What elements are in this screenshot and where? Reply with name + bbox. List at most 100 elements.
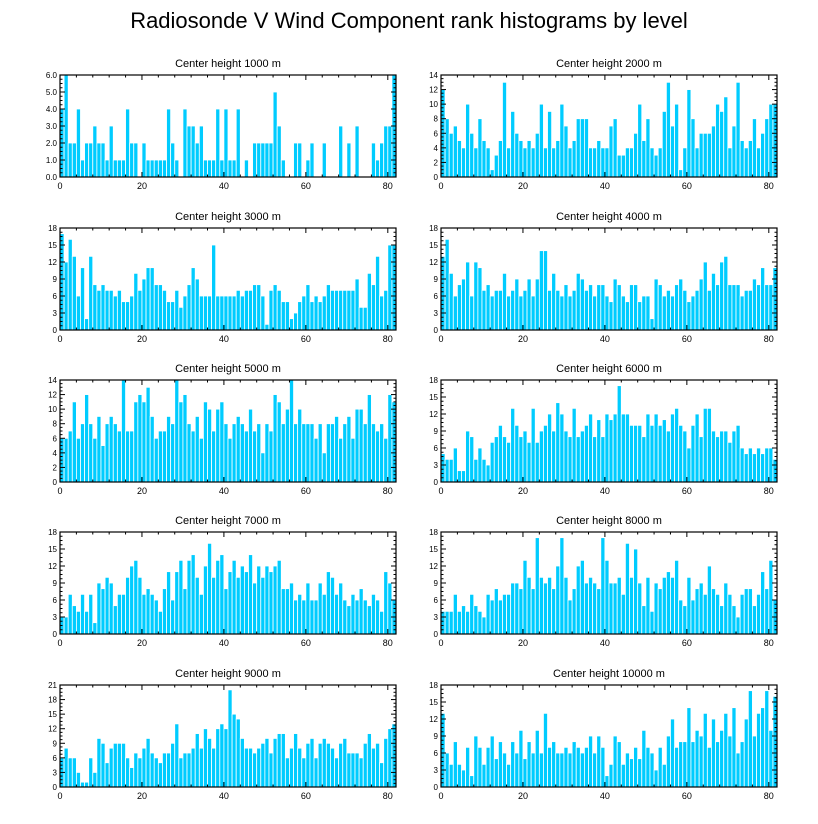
histogram-bar bbox=[248, 289, 253, 331]
histogram-bar bbox=[153, 159, 159, 178]
histogram-bar bbox=[477, 118, 483, 178]
histogram-bar bbox=[690, 424, 696, 483]
histogram-bar bbox=[309, 738, 315, 788]
histogram-bar bbox=[174, 289, 180, 331]
histogram-bar bbox=[248, 554, 253, 635]
histogram-bar bbox=[674, 407, 680, 483]
histogram-bar bbox=[366, 394, 372, 483]
histogram-bar bbox=[153, 437, 159, 483]
histogram-bar bbox=[116, 430, 122, 483]
histogram-bar bbox=[67, 593, 73, 635]
histogram-bar bbox=[747, 588, 753, 635]
panel-title: Center height 8000 m bbox=[556, 515, 662, 527]
histogram-bar bbox=[354, 752, 360, 788]
x-tick-label: 60 bbox=[682, 486, 692, 496]
histogram-bar bbox=[756, 593, 762, 635]
histogram-bar bbox=[207, 542, 213, 635]
histogram-bar bbox=[682, 605, 688, 635]
histogram-bar bbox=[522, 147, 528, 178]
histogram-bar bbox=[502, 272, 507, 331]
histogram-bar bbox=[637, 582, 643, 635]
histogram-bar bbox=[166, 571, 172, 635]
histogram-bar bbox=[239, 423, 245, 483]
histogram-bar bbox=[747, 140, 753, 178]
histogram-bar bbox=[80, 781, 85, 788]
x-tick-label: 60 bbox=[301, 791, 311, 801]
y-tick-label: 18 bbox=[429, 681, 438, 690]
histogram-bar bbox=[334, 593, 340, 635]
histogram-bar bbox=[608, 582, 614, 635]
histogram-bar bbox=[682, 430, 688, 483]
x-tick-label: 20 bbox=[137, 181, 147, 191]
histogram-bar bbox=[297, 747, 303, 788]
histogram-bar bbox=[366, 272, 372, 331]
histogram-bar bbox=[608, 301, 614, 331]
histogram-bar bbox=[629, 284, 634, 331]
histogram-panel-1: Center height 1000 m 0.0 1.0 2.0 3.0 4.0 5.0 6.… bbox=[46, 58, 397, 191]
histogram-bar bbox=[178, 757, 184, 788]
histogram-bar bbox=[661, 419, 667, 483]
histogram-panel-10: Center height 10000 m 0 3 6 9 12 15 18 0 20 40 60 80 bbox=[429, 668, 778, 801]
histogram-bar bbox=[641, 436, 647, 483]
histogram-bar bbox=[92, 622, 98, 635]
histogram-bar bbox=[141, 278, 147, 331]
histogram-bar bbox=[325, 284, 331, 331]
histogram-bar bbox=[653, 769, 659, 788]
histogram-bar bbox=[661, 111, 667, 178]
histogram-bar bbox=[620, 154, 626, 178]
histogram-bar bbox=[608, 419, 614, 483]
histogram-bar bbox=[346, 605, 352, 635]
histogram-bar bbox=[268, 571, 274, 635]
histogram-bar bbox=[670, 125, 675, 178]
histogram-bar bbox=[559, 413, 565, 483]
histogram-bar bbox=[600, 436, 606, 483]
histogram-bar bbox=[489, 169, 495, 178]
y-tick-label: 0 bbox=[53, 478, 58, 487]
histogram-bar bbox=[108, 582, 114, 635]
histogram-bar bbox=[264, 423, 270, 483]
histogram-bar bbox=[174, 723, 180, 788]
histogram-bar bbox=[764, 118, 770, 178]
x-tick-label: 0 bbox=[438, 791, 443, 801]
histogram-bar bbox=[588, 147, 594, 178]
x-tick-label: 60 bbox=[301, 334, 311, 344]
histogram-bar bbox=[592, 752, 598, 788]
histogram-bar bbox=[739, 741, 745, 788]
histogram-bar bbox=[612, 118, 618, 178]
y-tick-label: 3 bbox=[53, 309, 58, 318]
histogram-bar bbox=[157, 430, 163, 483]
histogram-bar bbox=[149, 267, 155, 331]
histogram-bar bbox=[354, 599, 360, 635]
histogram-bar bbox=[264, 323, 270, 331]
histogram-bar bbox=[645, 295, 651, 331]
panel-title: Center height 3000 m bbox=[175, 211, 281, 223]
x-tick-label: 60 bbox=[301, 181, 311, 191]
histogram-bar bbox=[661, 576, 667, 635]
histogram-bar bbox=[121, 301, 126, 331]
histogram-bar bbox=[125, 108, 131, 178]
histogram-bar bbox=[616, 576, 622, 635]
histogram-bar bbox=[108, 747, 114, 788]
x-tick-label: 80 bbox=[764, 791, 774, 801]
histogram-bar bbox=[239, 295, 245, 331]
histogram-bar bbox=[178, 401, 184, 483]
histogram-bar bbox=[133, 752, 139, 788]
y-tick-label: 18 bbox=[48, 696, 57, 705]
histogram-bar bbox=[166, 416, 172, 483]
histogram-bar bbox=[219, 723, 225, 788]
y-tick-label: 8 bbox=[53, 420, 58, 429]
histogram-bar bbox=[530, 295, 536, 331]
histogram-bar bbox=[657, 588, 663, 635]
histogram-bar bbox=[711, 718, 716, 788]
histogram-bar bbox=[526, 741, 532, 788]
histogram-bar bbox=[534, 441, 540, 483]
histogram-bar bbox=[194, 142, 200, 178]
histogram-bar bbox=[108, 125, 114, 178]
histogram-bar bbox=[330, 423, 335, 483]
histogram-bar bbox=[96, 582, 102, 635]
histogram-bar bbox=[84, 142, 90, 178]
histogram-bar bbox=[141, 401, 147, 483]
histogram-bar bbox=[231, 713, 237, 788]
histogram-bar bbox=[227, 437, 233, 483]
x-tick-label: 20 bbox=[518, 486, 528, 496]
